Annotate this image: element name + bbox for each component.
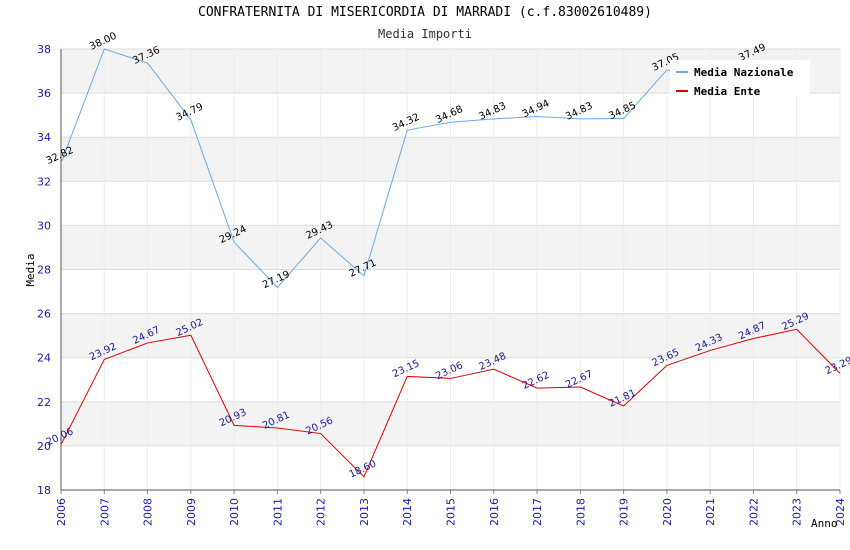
y-tick-label: 26	[37, 308, 51, 321]
data-label: 23.06	[434, 360, 465, 382]
data-label: 23.29	[824, 355, 850, 377]
data-label: 27.19	[261, 269, 292, 291]
x-tick-label: 2017	[531, 498, 544, 526]
y-tick-label: 34	[37, 131, 51, 144]
x-tick-label: 2023	[791, 498, 804, 526]
x-tick-label: 2007	[98, 498, 111, 526]
x-tick-label: 2021	[704, 498, 717, 526]
x-tick-label: 2011	[271, 498, 284, 526]
x-tick-label: 2024	[834, 498, 847, 526]
chart-subtitle: Media Importi	[378, 27, 472, 41]
x-tick-label: 2016	[488, 498, 501, 526]
x-tick-label: 2022	[747, 498, 760, 526]
data-label: 34.83	[564, 101, 595, 123]
series-line-1	[60, 48, 754, 289]
y-tick-label: 18	[37, 484, 51, 497]
x-tick-labels: 2006 2007 2008 2009 2010 2011 2012 2013 2014 2015…	[55, 498, 847, 526]
series-line-2	[60, 328, 841, 478]
y-axis-label: Media	[24, 253, 37, 286]
grid-lines	[60, 48, 841, 491]
x-tick-label: 2020	[661, 498, 674, 526]
axes	[60, 49, 841, 494]
x-tick-label: 2012	[315, 498, 328, 526]
y-tick-label: 36	[37, 87, 51, 100]
x-tick-label: 2006	[55, 498, 68, 526]
legend-entry: Media Ente	[694, 85, 761, 98]
y-tick-labels: 18 20 22 24 26 28 30 32 34 36 38	[37, 43, 51, 497]
x-tick-label: 2008	[142, 498, 155, 526]
data-label: 18.60	[348, 458, 379, 480]
series-lines	[60, 48, 841, 478]
y-tick-label: 30	[37, 219, 51, 232]
data-label: 22.62	[521, 370, 552, 392]
y-tick-label: 28	[37, 264, 51, 277]
legend: Media Nazionale Media Ente	[670, 60, 810, 98]
x-tick-label: 2014	[401, 498, 414, 526]
y-tick-label: 24	[37, 352, 51, 365]
legend-entry: Media Nazionale	[694, 66, 794, 79]
x-tick-label: 2010	[228, 498, 241, 526]
x-tick-label: 2015	[445, 498, 458, 526]
x-tick-label: 2019	[618, 498, 631, 526]
x-tick-label: 2018	[574, 498, 587, 526]
y-tick-label: 32	[37, 175, 51, 188]
legend-box	[670, 60, 810, 96]
x-tick-label: 2013	[358, 498, 371, 526]
x-axis-label: Anno	[811, 517, 838, 530]
y-tick-label: 20	[37, 440, 51, 453]
chart-title: CONFRATERNITA DI MISERICORDIA DI MARRADI…	[198, 5, 652, 20]
y-tick-label: 22	[37, 396, 51, 409]
y-tick-label: 38	[37, 43, 51, 56]
x-tick-label: 2009	[185, 498, 198, 526]
data-label: 34.32	[391, 112, 422, 134]
